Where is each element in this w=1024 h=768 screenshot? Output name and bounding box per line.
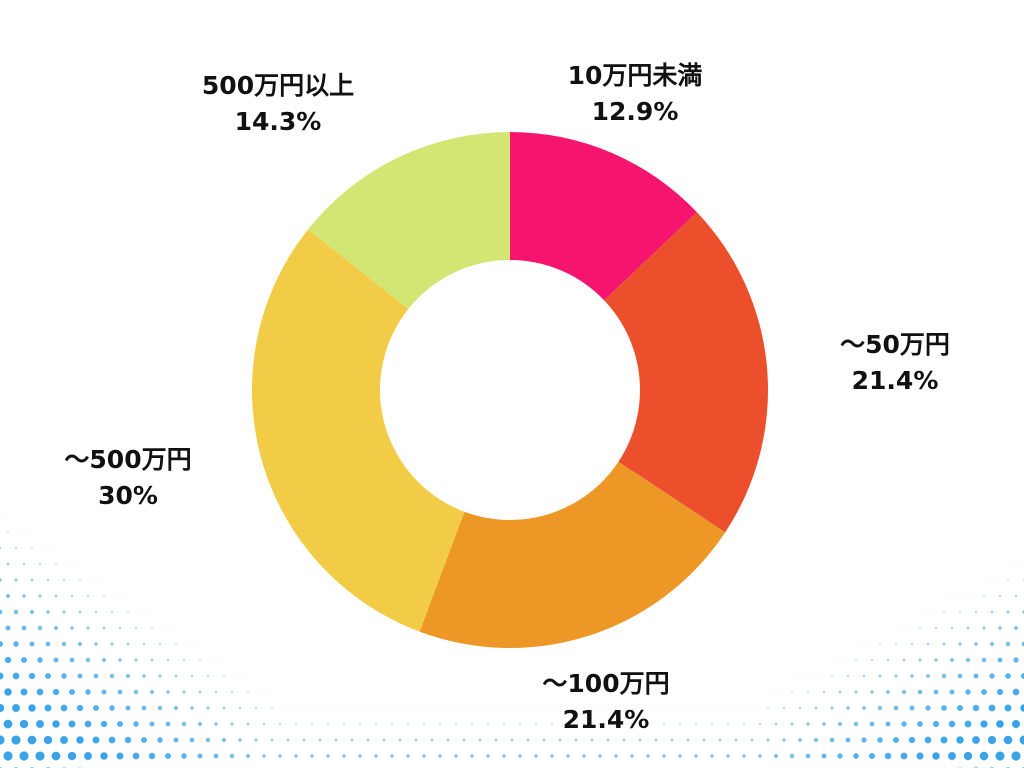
label-to-1m: 〜100万円 21.4% [542, 666, 669, 738]
label-category: 10万円未満 [567, 61, 703, 90]
label-under-100k: 10万円未満 12.9% [568, 58, 703, 130]
label-value: 30% [98, 481, 158, 510]
label-to-500k: 〜50万円 21.4% [840, 327, 950, 399]
label-category: 〜100万円 [542, 669, 670, 698]
label-value: 21.4% [851, 366, 939, 395]
donut-slice [604, 212, 769, 533]
label-value: 14.3% [234, 107, 322, 136]
donut-slice [252, 229, 465, 632]
label-over-5m: 500万円以上 14.3% [202, 68, 354, 140]
label-category: 500万円以上 [201, 71, 355, 100]
label-category: 〜50万円 [840, 330, 950, 359]
label-to-5m: 〜500万円 30% [64, 442, 191, 514]
label-value: 21.4% [562, 705, 650, 734]
label-category: 〜500万円 [64, 445, 192, 474]
donut-slice [308, 132, 510, 310]
donut-slice [510, 132, 697, 301]
label-value: 12.9% [591, 97, 679, 126]
donut-slice [419, 461, 726, 649]
